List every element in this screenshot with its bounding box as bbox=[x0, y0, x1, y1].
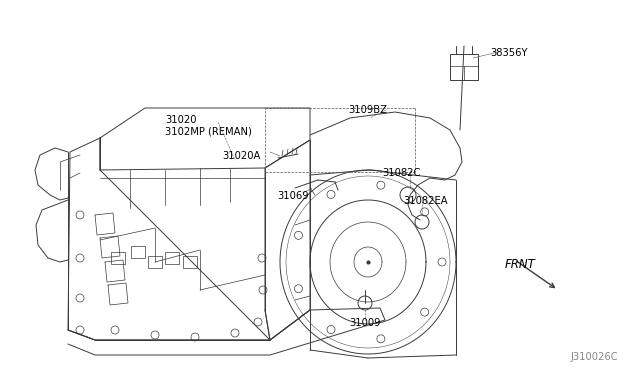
Text: 31069: 31069 bbox=[277, 191, 308, 201]
Bar bbox=[131, 246, 145, 258]
Text: 31020A: 31020A bbox=[222, 151, 260, 161]
Bar bbox=[165, 252, 179, 264]
Text: 31082EA: 31082EA bbox=[403, 196, 447, 206]
Text: J310026C: J310026C bbox=[570, 352, 618, 362]
Bar bbox=[450, 54, 478, 80]
Text: 3109BZ: 3109BZ bbox=[348, 105, 387, 115]
Bar bbox=[148, 256, 162, 268]
Text: 3102MP (REMAN): 3102MP (REMAN) bbox=[165, 126, 252, 136]
Bar bbox=[111, 252, 125, 264]
Text: FRNT: FRNT bbox=[505, 258, 536, 271]
Text: 31082C: 31082C bbox=[382, 168, 420, 178]
Bar bbox=[183, 256, 197, 268]
Text: 31009: 31009 bbox=[349, 318, 381, 328]
Text: 38356Y: 38356Y bbox=[490, 48, 527, 58]
Text: 31020: 31020 bbox=[165, 115, 196, 125]
